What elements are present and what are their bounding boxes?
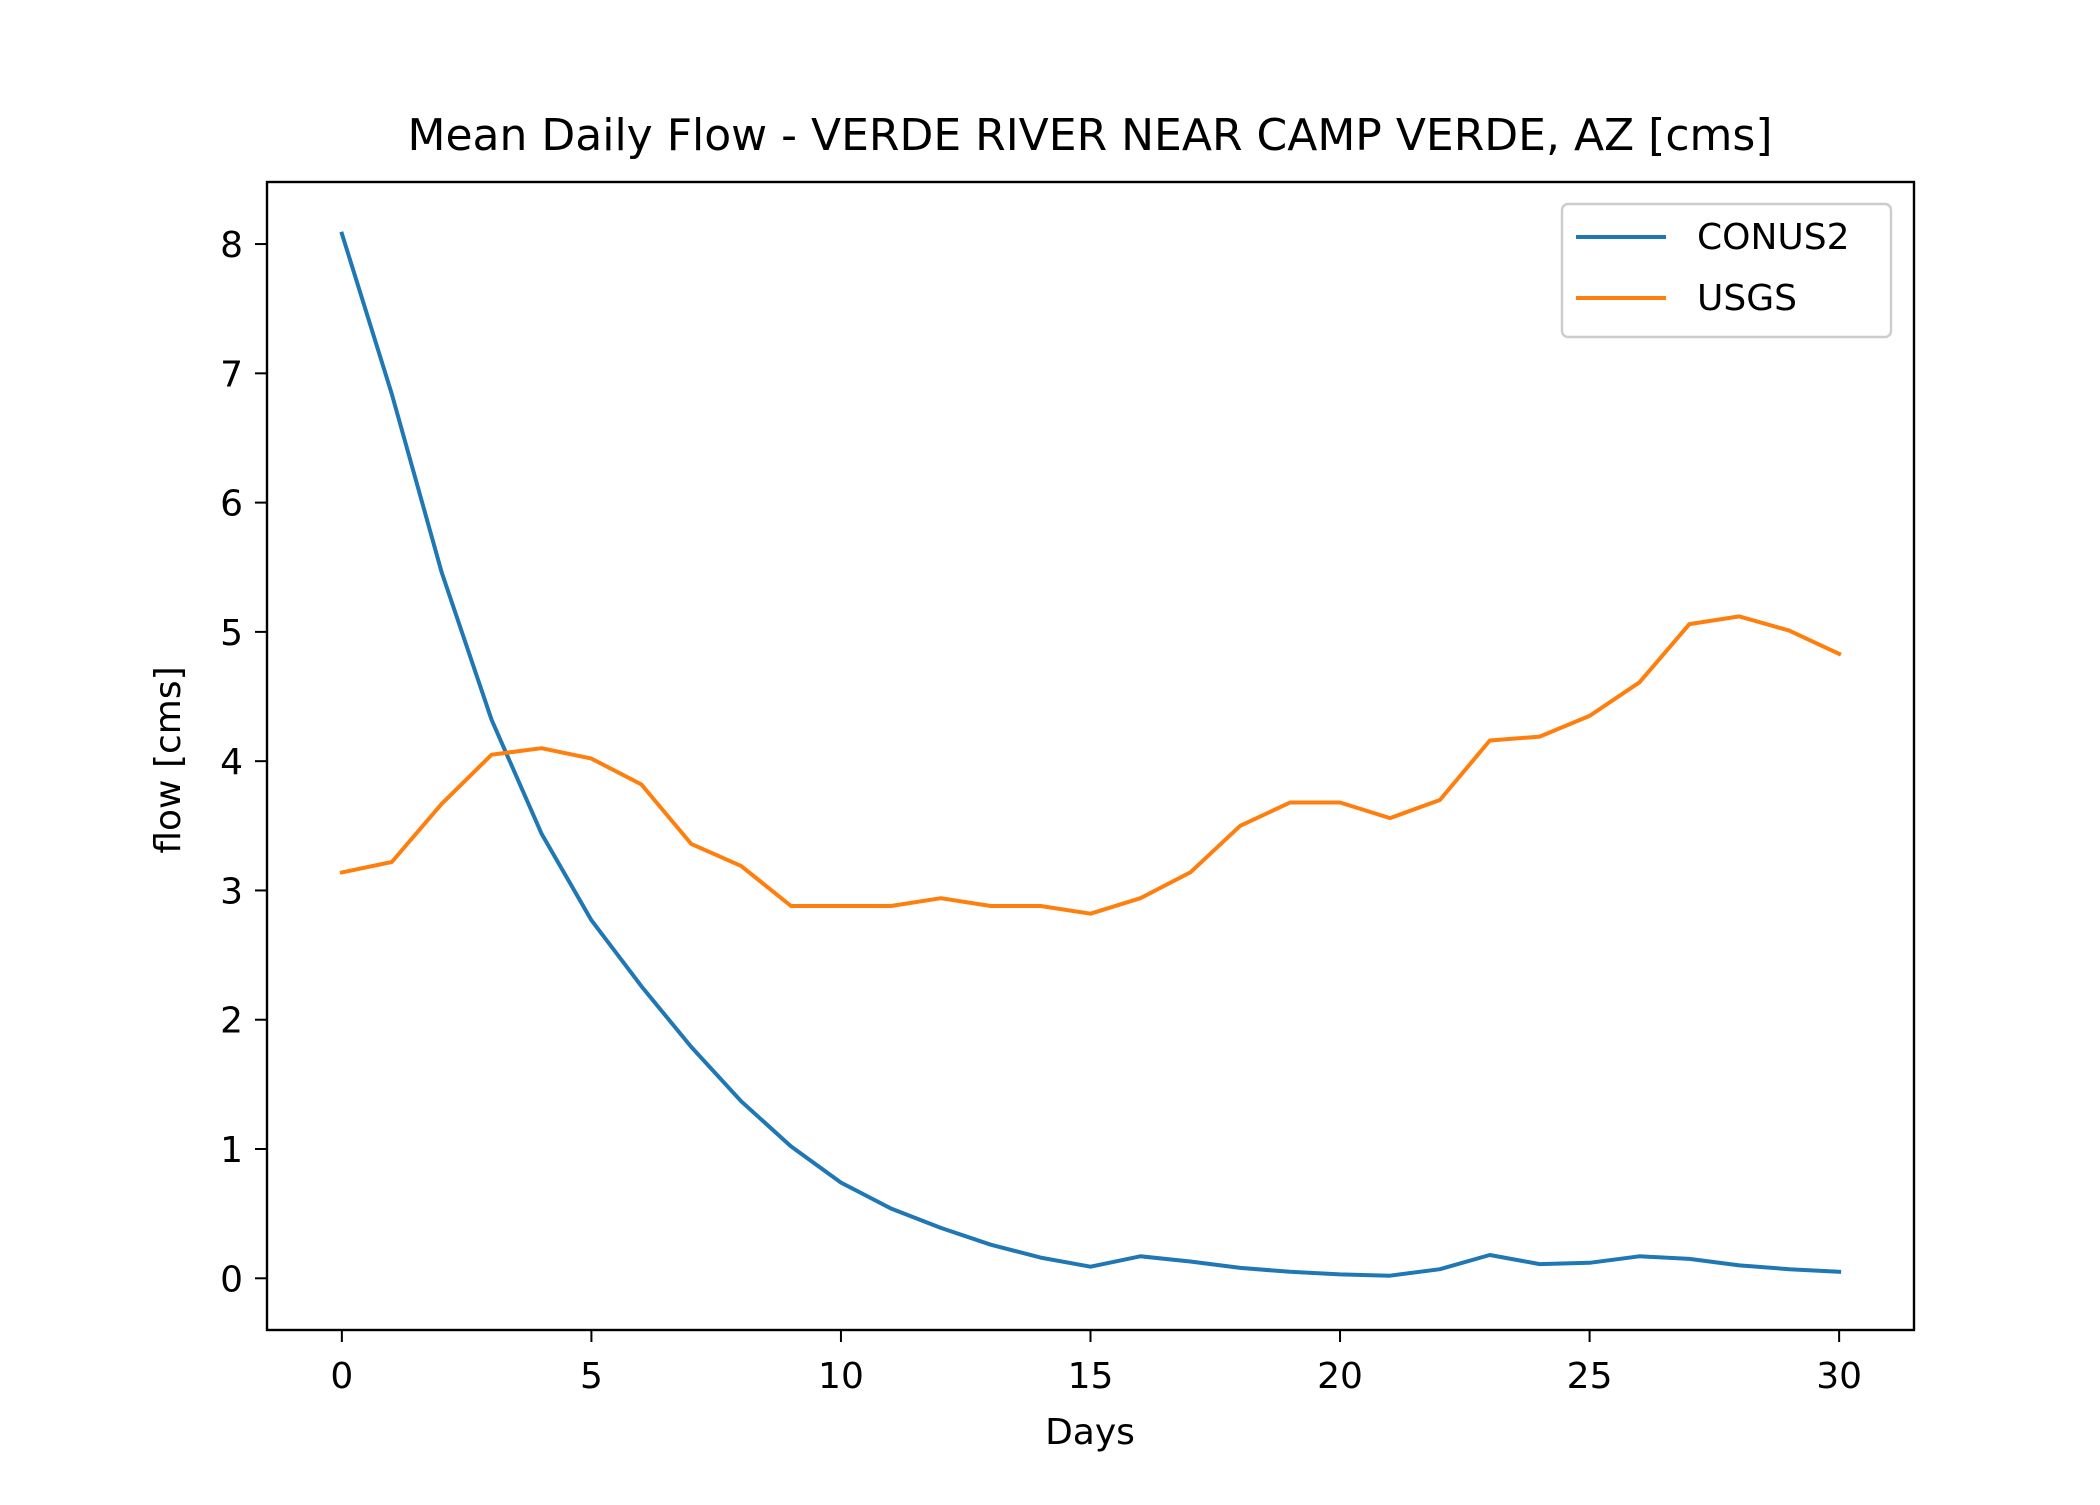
legend: CONUS2 USGS — [1560, 202, 1893, 339]
chart-title: Mean Daily Flow - VERDE RIVER NEAR CAMP … — [408, 110, 1773, 161]
x-tick-label: 30 — [1816, 1356, 1862, 1397]
x-tick-label: 10 — [818, 1356, 864, 1397]
plot-frame — [265, 180, 1916, 1332]
y-axis-label: flow [cms] — [148, 666, 189, 853]
x-tick-label: 0 — [330, 1356, 353, 1397]
legend-label-usgs: USGS — [1697, 278, 1797, 319]
ticks: 0 5 10 15 20 25 30 0 1 2 3 4 5 6 7 8 — [220, 225, 1862, 1397]
series-line-conus2 — [339, 231, 1842, 1278]
y-tick-label: 5 — [220, 613, 243, 654]
y-tick-label: 6 — [220, 484, 243, 525]
y-tick-label: 7 — [220, 354, 243, 395]
x-axis-label: Days — [1045, 1412, 1135, 1453]
y-tick-label: 4 — [220, 742, 243, 783]
y-tick-label: 3 — [220, 871, 243, 912]
x-tick-label: 20 — [1317, 1356, 1363, 1397]
legend-label-conus2: CONUS2 — [1697, 217, 1850, 258]
y-tick-label: 0 — [220, 1259, 243, 1300]
y-tick-label: 8 — [220, 225, 243, 266]
y-tick-label: 1 — [220, 1130, 243, 1171]
y-tick-label: 2 — [220, 1001, 243, 1042]
plot-lines — [339, 231, 1842, 1278]
x-tick-label: 25 — [1567, 1356, 1613, 1397]
x-tick-label: 15 — [1068, 1356, 1114, 1397]
x-tick-label: 5 — [580, 1356, 603, 1397]
series-line-usgs — [339, 614, 1842, 916]
